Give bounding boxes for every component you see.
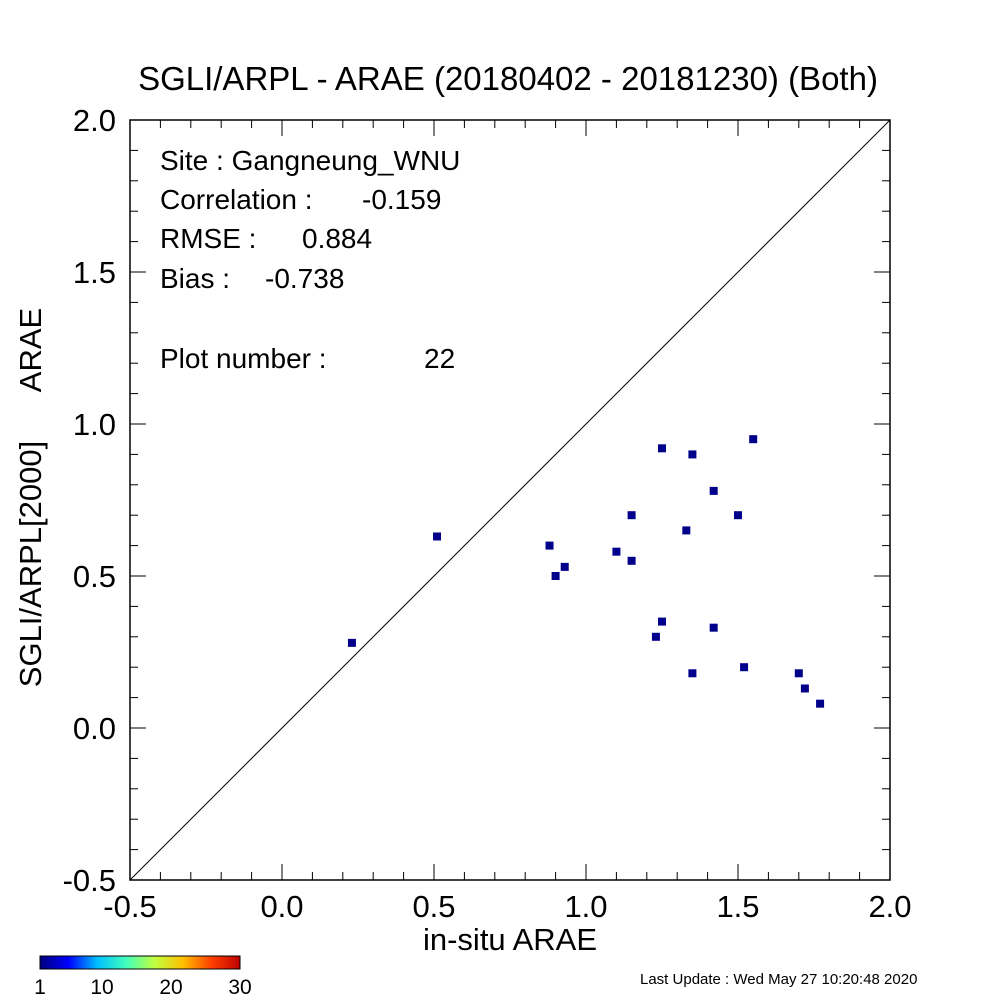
data-point	[734, 511, 742, 520]
chart-title: SGLI/ARPL - ARAE (20180402 - 20181230) (…	[138, 60, 878, 97]
colorbar-gradient	[39, 955, 241, 970]
data-point	[545, 541, 554, 550]
correlation-value: -0.159	[362, 184, 441, 215]
data-points	[347, 435, 825, 708]
data-point	[682, 526, 691, 535]
y-tick-label: 2.0	[73, 103, 116, 138]
y-tick-label: 0.5	[73, 559, 116, 594]
data-point	[688, 450, 697, 459]
data-point	[627, 556, 636, 565]
x-tick-labels: -0.5 0.0 0.5 1.0 1.5 2.0	[103, 889, 911, 924]
colorbar: 1 10 20 30	[34, 955, 252, 999]
plot-number-label: Plot number :	[160, 343, 327, 374]
colorbar-tick-label: 1	[34, 976, 46, 999]
data-point	[347, 638, 356, 647]
correlation-label: Correlation :	[160, 184, 313, 215]
colorbar-tick-labels: 1 10 20 30	[34, 976, 252, 999]
data-point	[612, 547, 621, 556]
bias-label: Bias :	[160, 263, 230, 294]
last-update-text: Last Update : Wed May 27 10:20:48 2020	[640, 971, 917, 988]
data-point	[560, 562, 569, 571]
axis-ticks	[129, 119, 891, 881]
y-tick-label: 1.0	[73, 407, 116, 442]
data-point	[740, 663, 749, 672]
x-tick-label: 2.0	[868, 889, 911, 924]
one-to-one-line	[129, 119, 891, 881]
data-point	[800, 684, 809, 693]
y-axis-label-unit: ARAE	[13, 308, 48, 392]
data-point	[688, 669, 697, 678]
data-point	[816, 699, 825, 708]
rmse-label: RMSE :	[160, 223, 256, 254]
data-point	[794, 669, 803, 678]
x-axis-label: in-situ ARAE	[423, 922, 597, 957]
rmse-value: 0.884	[302, 223, 372, 254]
data-point	[709, 623, 718, 632]
y-tick-labels: -0.5 0.0 0.5 1.0 1.5 2.0	[63, 103, 116, 898]
x-tick-label: 1.0	[564, 889, 607, 924]
x-tick-label: 1.5	[716, 889, 759, 924]
x-tick-label: 0.0	[260, 889, 303, 924]
site-label: Site : Gangneung_WNU	[160, 145, 460, 176]
colorbar-tick-label: 10	[90, 976, 113, 999]
y-tick-label: 0.0	[73, 711, 116, 746]
plot-frame	[129, 119, 891, 881]
y-axis-label: SGLI/ARPL[2000]	[13, 441, 48, 687]
plot-number-value: 22	[424, 343, 455, 374]
data-point	[551, 572, 560, 580]
data-point	[627, 511, 636, 520]
y-tick-label: -0.5	[63, 863, 116, 898]
data-point	[658, 444, 666, 453]
y-tick-label: 1.5	[73, 255, 116, 290]
x-tick-label: -0.5	[103, 889, 156, 924]
data-point	[658, 617, 666, 626]
x-tick-label: 0.5	[412, 889, 455, 924]
colorbar-tick-label: 20	[159, 976, 182, 999]
bias-value: -0.738	[265, 263, 344, 294]
axes	[129, 119, 891, 881]
data-point	[433, 532, 442, 541]
data-point	[709, 486, 718, 495]
stats-box: Site : Gangneung_WNU Correlation : -0.15…	[160, 145, 460, 374]
colorbar-tick-label: 30	[228, 976, 251, 999]
data-point	[749, 435, 758, 444]
data-point	[651, 632, 660, 641]
